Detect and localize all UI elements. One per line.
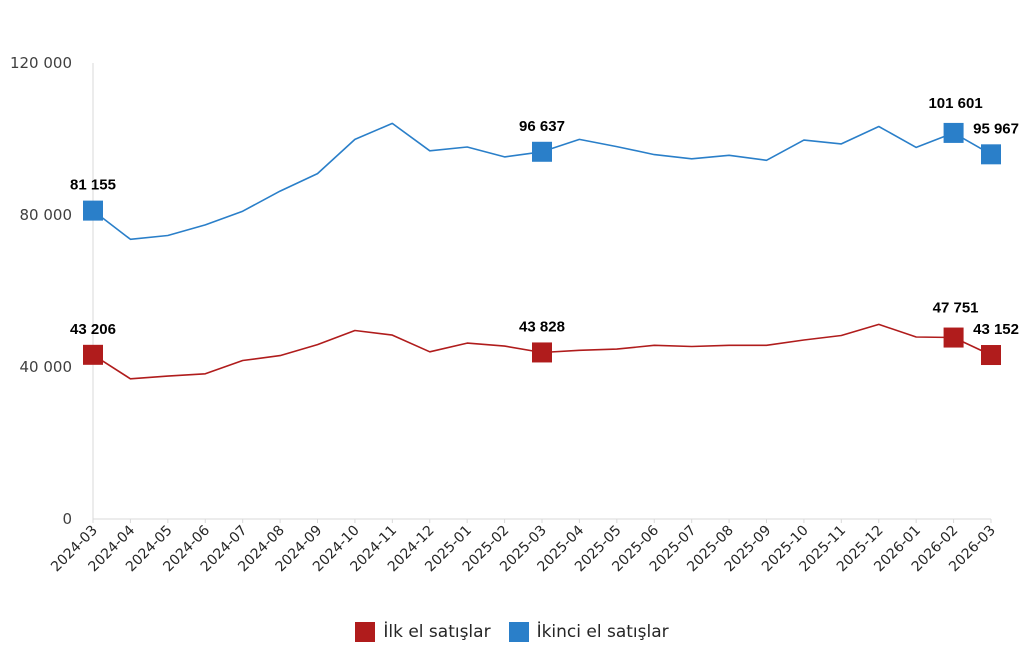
legend-label-second-hand: İkinci el satışlar bbox=[536, 622, 669, 642]
data-label-1: 96 637 bbox=[519, 118, 565, 135]
data-marker-0 bbox=[532, 342, 552, 363]
data-label-1: 95 967 bbox=[973, 120, 1019, 137]
y-tick-label: 120 000 bbox=[10, 54, 72, 72]
legend-item-first-hand: İlk el satışlar bbox=[355, 622, 491, 642]
data-label-0: 43 152 bbox=[973, 321, 1019, 338]
data-marker-0 bbox=[981, 345, 1001, 366]
legend-label-first-hand: İlk el satışlar bbox=[383, 622, 491, 642]
data-label-0: 43 828 bbox=[519, 318, 565, 335]
data-marker-1 bbox=[83, 200, 103, 221]
data-marker-1 bbox=[943, 122, 964, 143]
data-marker-1 bbox=[981, 144, 1001, 165]
data-marker-1 bbox=[532, 141, 552, 162]
legend-swatch-second-hand bbox=[508, 622, 529, 642]
data-label-0: 43 206 bbox=[70, 321, 116, 338]
data-marker-0 bbox=[83, 344, 103, 365]
data-marker-0 bbox=[943, 327, 964, 348]
legend-item-second-hand: İkinci el satışlar bbox=[508, 622, 669, 642]
series-line-1 bbox=[92, 122, 992, 241]
data-label-1: 101 601 bbox=[928, 95, 982, 112]
legend: İlk el satışlar İkinci el satışlar bbox=[0, 622, 1024, 642]
data-label-1: 81 155 bbox=[70, 177, 116, 194]
y-tick-label: 40 000 bbox=[20, 358, 73, 376]
data-label-0: 47 751 bbox=[933, 300, 979, 317]
y-tick-label: 80 000 bbox=[20, 206, 73, 224]
y-tick-label: 0 bbox=[62, 510, 72, 528]
legend-swatch-first-hand bbox=[355, 622, 376, 642]
